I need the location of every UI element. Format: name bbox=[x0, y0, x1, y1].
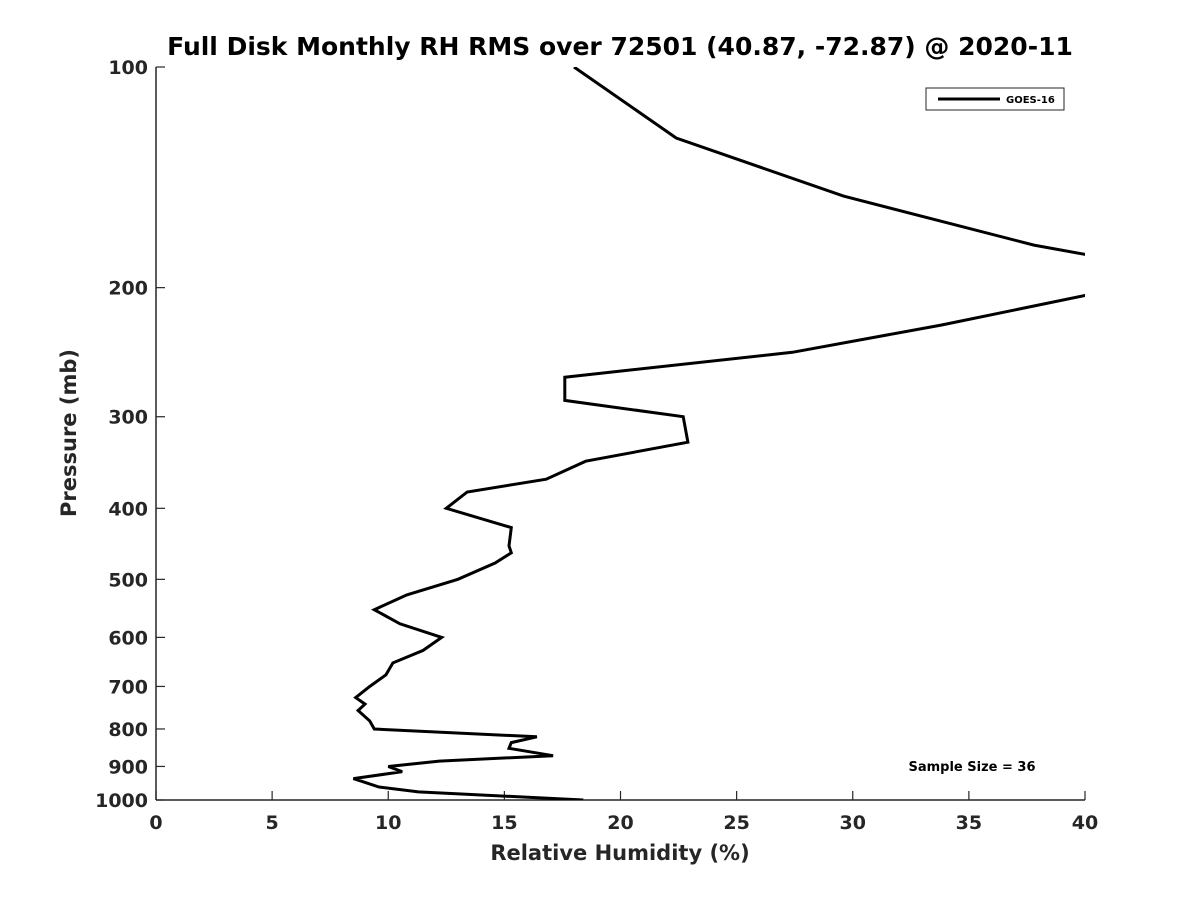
x-tick-label: 35 bbox=[956, 812, 982, 834]
series-layer bbox=[352, 67, 1085, 800]
x-axis-label: Relative Humidity (%) bbox=[490, 841, 749, 865]
y-tick-label: 600 bbox=[108, 627, 148, 649]
x-tick-label: 40 bbox=[1072, 812, 1098, 834]
x-tick-label: 15 bbox=[491, 812, 517, 834]
y-tick-label: 300 bbox=[108, 407, 148, 429]
x-tick-label: 30 bbox=[840, 812, 866, 834]
y-tick-label: 700 bbox=[108, 676, 148, 698]
y-axis-label: Pressure (mb) bbox=[57, 349, 81, 517]
sample-size-annotation: Sample Size = 36 bbox=[908, 760, 1035, 775]
x-ticks: 0 5 10 15 20 25 30 35 40 bbox=[149, 791, 1098, 834]
y-tick-label: 500 bbox=[108, 569, 148, 591]
legend: GOES-16 bbox=[925, 87, 1065, 111]
legend-label-goes-16: GOES-16 bbox=[1006, 95, 1055, 106]
y-tick-label: 800 bbox=[108, 719, 148, 741]
y-tick-label: 100 bbox=[108, 57, 148, 79]
y-ticks: 100 200 300 400 500 600 700 800 900 1000 bbox=[95, 57, 165, 812]
y-tick-label: 1000 bbox=[95, 790, 148, 812]
axes bbox=[155, 67, 1085, 801]
x-tick-label: 20 bbox=[607, 812, 633, 834]
chart-title: Full Disk Monthly RH RMS over 72501 (40.… bbox=[167, 32, 1073, 61]
y-tick-label: 400 bbox=[108, 498, 148, 520]
x-tick-label: 0 bbox=[149, 812, 162, 834]
y-tick-label: 200 bbox=[108, 278, 148, 300]
x-tick-label: 25 bbox=[723, 812, 749, 834]
x-tick-label: 10 bbox=[375, 812, 401, 834]
y-tick-label: 900 bbox=[108, 756, 148, 778]
series-line-goes-16 bbox=[352, 67, 1085, 800]
x-tick-label: 5 bbox=[266, 812, 279, 834]
